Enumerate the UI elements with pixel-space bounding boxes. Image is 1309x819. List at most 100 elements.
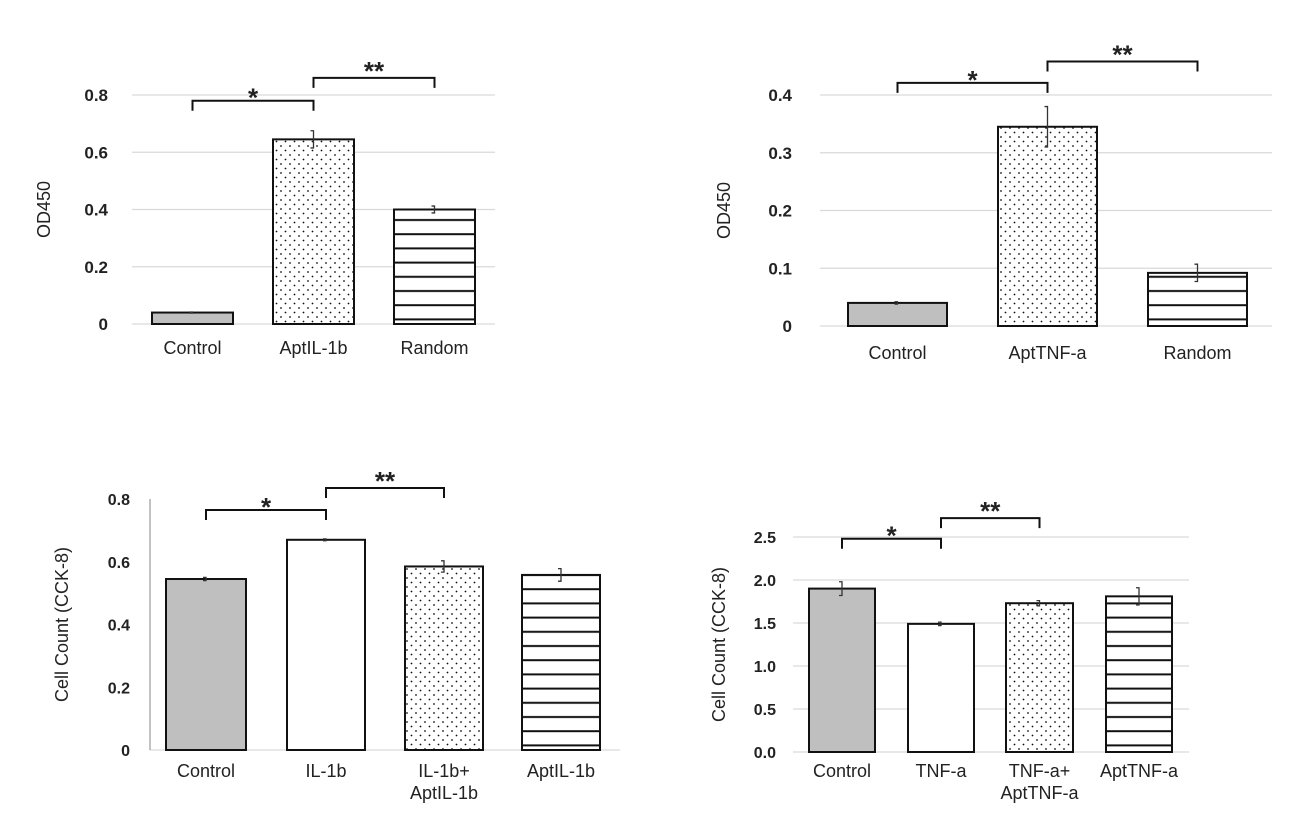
x-category-line: IL-1b [305, 761, 346, 781]
bar-il-1b-aptil-1b [404, 565, 484, 751]
y-tick-label: 0.0 [754, 745, 776, 762]
x-category-line: Random [400, 338, 468, 358]
significance-marker: * [967, 65, 978, 95]
significance-marker: ** [1112, 40, 1133, 70]
x-category-line: AptIL-1b [410, 783, 478, 803]
x-category-label: Random [400, 338, 468, 358]
chart-panel-2: 0 0.1 0.2 0.3 0.4 OD450 Control AptTNF-a Random *… [714, 40, 1272, 363]
x-category-label: Control [177, 761, 235, 781]
y-axis-label: OD450 [714, 182, 734, 239]
significance-bracket [896, 81, 1049, 93]
x-category-label: AptTNF-a [1100, 761, 1179, 781]
error-bar [310, 130, 315, 149]
bar-tnf-a-apttnf-a [1005, 602, 1074, 753]
y-tick-label: 0 [121, 743, 130, 760]
bar-control [165, 578, 247, 751]
y-axis-label: Cell Count (CCK-8) [52, 547, 72, 702]
x-category-line: AptIL-1b [279, 338, 347, 358]
y-tick-label: 0.2 [768, 202, 792, 221]
x-category-label: Control [813, 761, 871, 781]
bar-il-1b [286, 538, 366, 751]
error-bar [203, 576, 207, 582]
y-tick-label: 2.0 [754, 573, 776, 590]
x-category-label: Control [163, 338, 221, 358]
significance-bracket [940, 517, 1041, 529]
error-bar [189, 311, 194, 314]
bar-aptil-1b [521, 573, 601, 751]
y-tick-label: 0.3 [768, 144, 792, 163]
y-tick-label: 0.2 [84, 258, 108, 277]
bar-tnf-a [907, 622, 975, 753]
bar-apttnf-a [1105, 595, 1173, 754]
significance-bracket [841, 537, 942, 549]
error-bar [839, 581, 843, 597]
significance-bracket [191, 99, 315, 111]
y-tick-label: 0.8 [108, 492, 130, 509]
bar-aptil-1b [272, 138, 355, 325]
x-category-label: IL-1b [305, 761, 346, 781]
y-axis-label: Cell Count (CCK-8) [709, 567, 729, 722]
significance-marker: ** [980, 496, 1001, 526]
error-bar [938, 621, 942, 627]
significance-marker: * [248, 83, 259, 113]
y-tick-label: 1.0 [754, 659, 776, 676]
x-category-line: Control [163, 338, 221, 358]
x-category-label: AptIL-1b [527, 761, 595, 781]
bar-control [808, 587, 876, 753]
significance-bracket [205, 508, 327, 520]
y-tick-label: 0.4 [84, 201, 108, 220]
bar-random [1147, 271, 1248, 327]
error-bar [1194, 263, 1199, 283]
x-category-line: AptTNF-a [1100, 761, 1179, 781]
x-category-line: IL-1b+ [418, 761, 470, 781]
bar-random [393, 208, 476, 325]
y-tick-label: 0.2 [108, 680, 130, 697]
x-category-line: Control [868, 343, 926, 363]
x-category-line: AptIL-1b [527, 761, 595, 781]
y-tick-label: 0.8 [84, 86, 108, 105]
bar-control [847, 301, 948, 327]
chart-panel-3: 0 0.2 0.4 0.6 0.8 Cell Count (CCK-8) Control IL… [52, 466, 620, 803]
significance-bracket [312, 76, 436, 88]
y-tick-label: 2.5 [754, 530, 776, 547]
x-category-label: AptTNF-a [1008, 343, 1087, 363]
x-category-line: Control [813, 761, 871, 781]
x-category-label: TNF-a [916, 761, 968, 781]
x-category-line: TNF-a [916, 761, 968, 781]
significance-bracket [1046, 60, 1199, 72]
error-bar [323, 538, 327, 542]
error-bar [1036, 599, 1041, 607]
x-category-label: Control [868, 343, 926, 363]
y-tick-label: 0.4 [108, 618, 130, 635]
y-axis-label: OD450 [34, 181, 54, 238]
x-category-line: AptTNF-a [1008, 343, 1087, 363]
error-bar [558, 568, 562, 582]
y-tick-label: 0 [783, 317, 792, 336]
x-category-label: AptIL-1b [279, 338, 347, 358]
y-tick-label: 0.5 [754, 702, 776, 719]
x-category-label: Random [1163, 343, 1231, 363]
y-tick-label: 0.1 [768, 259, 792, 278]
y-tick-label: 0.6 [84, 143, 108, 162]
x-category-line: TNF-a+ [1009, 761, 1071, 781]
significance-marker: ** [375, 466, 396, 496]
significance-marker: * [261, 492, 272, 522]
x-category-label: IL-1b+ AptIL-1b [410, 761, 478, 803]
x-category-line: Random [1163, 343, 1231, 363]
x-category-line: AptTNF-a [1000, 783, 1079, 803]
x-category-label: TNF-a+ AptTNF-a [1000, 761, 1079, 803]
x-category-line: Control [177, 761, 235, 781]
error-bar [431, 205, 436, 214]
error-bar [441, 560, 445, 573]
y-tick-label: 1.5 [754, 616, 776, 633]
error-bar [894, 301, 899, 305]
y-tick-label: 0.6 [108, 555, 130, 572]
significance-marker: ** [364, 56, 385, 86]
chart-panel-4: 0.0 0.5 1.0 1.5 2.0 2.5 Cell Count (CCK-8) Cont… [709, 496, 1189, 803]
bar-apttnf-a [997, 125, 1098, 327]
error-bar [1136, 587, 1140, 606]
y-tick-label: 0.4 [768, 86, 792, 105]
significance-bracket [325, 487, 445, 499]
significance-marker: * [886, 521, 897, 551]
